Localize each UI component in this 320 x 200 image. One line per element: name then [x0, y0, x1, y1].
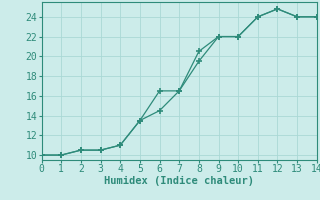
X-axis label: Humidex (Indice chaleur): Humidex (Indice chaleur)	[104, 176, 254, 186]
